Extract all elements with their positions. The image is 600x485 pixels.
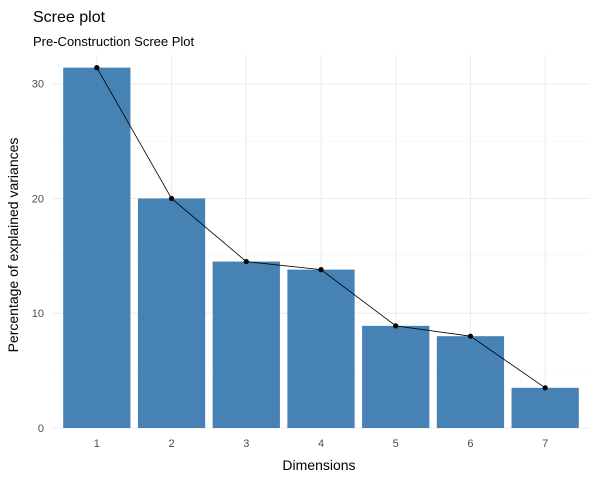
bar-dimension-2: [137, 198, 206, 428]
point-dimension-1: [94, 65, 100, 71]
bar-dimension-1: [63, 67, 131, 428]
bar-dimension-7: [511, 387, 579, 428]
point-dimension-3: [243, 258, 249, 265]
point-dimension-6: [467, 333, 474, 339]
x-tick-label: 4: [318, 438, 324, 450]
x-tick-label: 2: [168, 438, 174, 450]
bar-dimension-6: [436, 336, 505, 428]
point-dimension-4: [318, 267, 324, 273]
y-tick-label: 30: [32, 79, 44, 91]
x-tick-label: 1: [94, 438, 100, 450]
y-tick-labels: 0 10 20 30: [32, 79, 44, 435]
x-tick-label: 7: [542, 438, 548, 450]
points-layer: [94, 65, 548, 391]
chart-subtitle: Pre-Construction Scree Plot: [33, 34, 195, 49]
point-dimension-5: [393, 323, 399, 329]
bar-dimension-5: [362, 325, 430, 428]
bars-layer: [63, 67, 579, 428]
bar-dimension-4: [287, 269, 355, 428]
point-dimension-2: [168, 195, 175, 202]
x-tick-label: 3: [243, 438, 249, 450]
y-tick-label: 0: [38, 423, 44, 435]
y-axis-label: Percentage of explained variances: [5, 138, 21, 353]
y-tick-label: 20: [32, 193, 44, 205]
chart-title: Scree plot: [33, 9, 106, 26]
bar-dimension-3: [212, 261, 280, 428]
x-tick-label: 6: [467, 438, 473, 450]
x-tick-label: 5: [393, 438, 399, 450]
x-tick-labels: 1 2 3 4 5 6 7: [94, 438, 548, 450]
point-dimension-7: [542, 385, 548, 391]
y-tick-label: 10: [32, 308, 44, 320]
x-axis-label: Dimensions: [282, 457, 355, 473]
